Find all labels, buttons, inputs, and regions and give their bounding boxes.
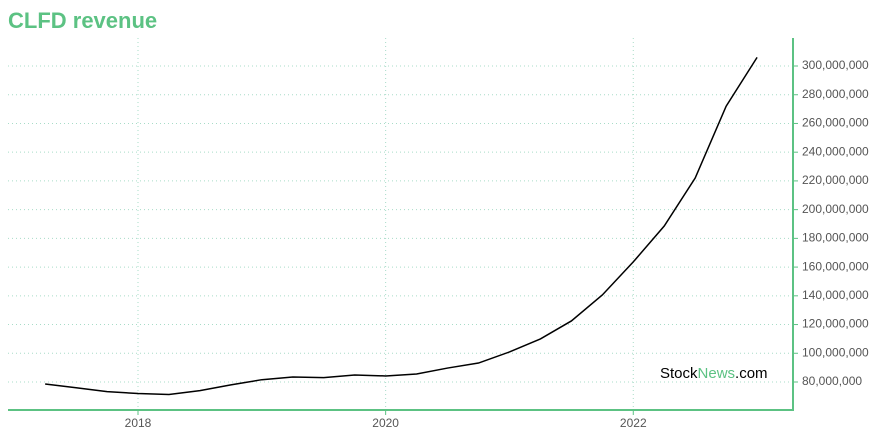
y-tick-label: 180,000,000 bbox=[802, 231, 869, 245]
watermark-suffix: .com bbox=[735, 365, 768, 382]
y-tick-label: 120,000,000 bbox=[802, 317, 869, 331]
y-tick-label: 300,000,000 bbox=[802, 58, 869, 72]
x-tick-label: 2022 bbox=[620, 416, 647, 430]
line bbox=[45, 56, 758, 396]
y-tick-label: 80,000,000 bbox=[802, 374, 862, 388]
x-tick-label: 2020 bbox=[372, 416, 399, 430]
y-tick-label: 140,000,000 bbox=[802, 288, 869, 302]
watermark-highlight: News bbox=[698, 365, 736, 382]
watermark: StockNews.com bbox=[660, 365, 768, 382]
y-tick-label: 160,000,000 bbox=[802, 259, 869, 273]
y-tick-label: 240,000,000 bbox=[802, 144, 869, 158]
y-tick-label: 100,000,000 bbox=[802, 345, 869, 359]
x-tick-label: 2018 bbox=[125, 416, 152, 430]
y-tick-label: 260,000,000 bbox=[802, 116, 869, 130]
y-tick-label: 200,000,000 bbox=[802, 202, 869, 216]
y-tick-label: 220,000,000 bbox=[802, 173, 869, 187]
watermark-prefix: Stock bbox=[660, 365, 698, 382]
chart-title: CLFD revenue bbox=[8, 8, 157, 33]
y-tick-label: 280,000,000 bbox=[802, 87, 869, 101]
